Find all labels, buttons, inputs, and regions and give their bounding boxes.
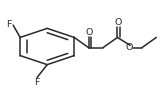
Text: O: O bbox=[115, 18, 122, 27]
Text: O: O bbox=[86, 28, 93, 37]
Text: F: F bbox=[34, 78, 40, 87]
Text: O: O bbox=[125, 43, 133, 52]
Text: F: F bbox=[6, 20, 11, 29]
